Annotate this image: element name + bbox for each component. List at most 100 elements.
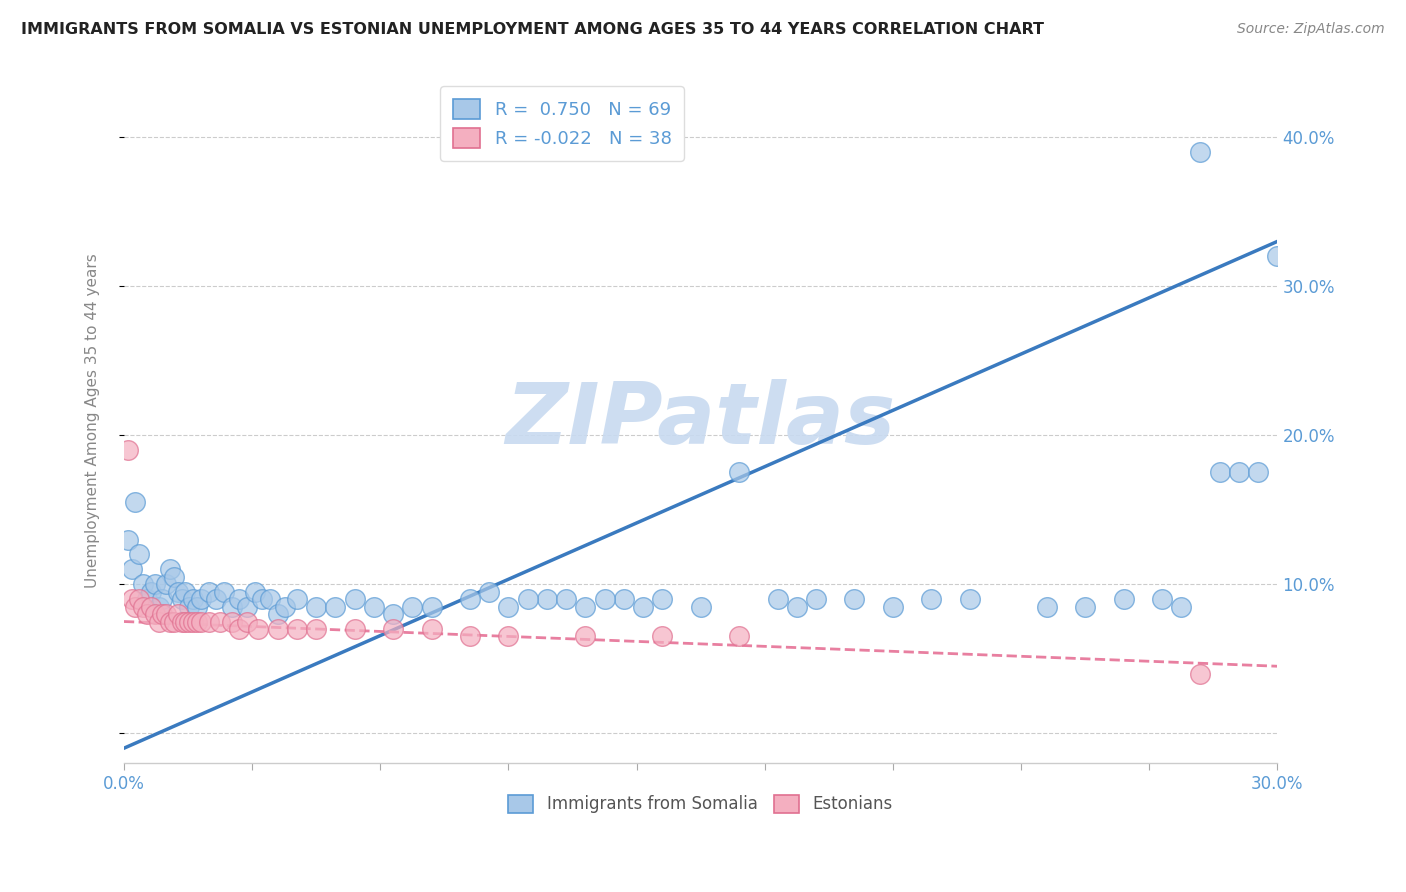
Point bbox=[593, 592, 616, 607]
Point bbox=[208, 615, 231, 629]
Y-axis label: Unemployment Among Ages 35 to 44 years: Unemployment Among Ages 35 to 44 years bbox=[86, 253, 100, 588]
Point bbox=[128, 548, 150, 562]
Point bbox=[574, 629, 596, 643]
Point bbox=[121, 592, 143, 607]
Point bbox=[150, 592, 173, 607]
Point bbox=[1247, 466, 1270, 480]
Point bbox=[382, 607, 405, 621]
Point bbox=[343, 592, 366, 607]
Point bbox=[117, 533, 139, 547]
Point bbox=[148, 615, 170, 629]
Point bbox=[728, 466, 751, 480]
Point bbox=[155, 607, 177, 621]
Point bbox=[197, 584, 219, 599]
Point bbox=[247, 622, 270, 636]
Point bbox=[159, 562, 181, 576]
Point bbox=[1267, 249, 1289, 263]
Point bbox=[285, 592, 308, 607]
Point bbox=[170, 592, 193, 607]
Point bbox=[121, 562, 143, 576]
Point bbox=[174, 615, 197, 629]
Point bbox=[1189, 666, 1212, 681]
Point bbox=[139, 584, 162, 599]
Point bbox=[236, 615, 259, 629]
Point bbox=[252, 592, 274, 607]
Point bbox=[498, 599, 520, 614]
Point bbox=[148, 599, 170, 614]
Point bbox=[267, 622, 290, 636]
Point bbox=[179, 615, 201, 629]
Point bbox=[259, 592, 281, 607]
Point bbox=[631, 599, 654, 614]
Point bbox=[420, 599, 443, 614]
Point bbox=[186, 615, 208, 629]
Point bbox=[228, 622, 250, 636]
Point bbox=[343, 622, 366, 636]
Point bbox=[124, 495, 146, 509]
Text: ZIPatlas: ZIPatlas bbox=[506, 379, 896, 462]
Point bbox=[786, 599, 808, 614]
Point bbox=[1035, 599, 1057, 614]
Point bbox=[363, 599, 385, 614]
Point bbox=[959, 592, 981, 607]
Point bbox=[920, 592, 942, 607]
Point bbox=[689, 599, 711, 614]
Point bbox=[305, 622, 328, 636]
Point bbox=[498, 629, 520, 643]
Point bbox=[128, 592, 150, 607]
Text: Source: ZipAtlas.com: Source: ZipAtlas.com bbox=[1237, 22, 1385, 37]
Point bbox=[516, 592, 538, 607]
Point bbox=[186, 599, 208, 614]
Point bbox=[166, 584, 188, 599]
Point bbox=[766, 592, 789, 607]
Point bbox=[1170, 599, 1192, 614]
Point bbox=[197, 615, 219, 629]
Point bbox=[243, 584, 266, 599]
Point bbox=[163, 615, 186, 629]
Point bbox=[163, 570, 186, 584]
Point bbox=[155, 577, 177, 591]
Point bbox=[1112, 592, 1135, 607]
Point bbox=[1074, 599, 1097, 614]
Point bbox=[1227, 466, 1250, 480]
Point bbox=[139, 599, 162, 614]
Point bbox=[267, 607, 290, 621]
Point bbox=[150, 607, 173, 621]
Point bbox=[205, 592, 228, 607]
Point bbox=[728, 629, 751, 643]
Point bbox=[212, 584, 235, 599]
Point bbox=[174, 584, 197, 599]
Point bbox=[478, 584, 501, 599]
Point bbox=[1150, 592, 1173, 607]
Point bbox=[458, 592, 481, 607]
Point bbox=[166, 607, 188, 621]
Point bbox=[458, 629, 481, 643]
Point bbox=[136, 592, 159, 607]
Point bbox=[221, 615, 243, 629]
Point bbox=[132, 577, 155, 591]
Point bbox=[382, 622, 405, 636]
Point bbox=[844, 592, 866, 607]
Point bbox=[325, 599, 347, 614]
Point bbox=[804, 592, 827, 607]
Point bbox=[401, 599, 423, 614]
Point bbox=[420, 622, 443, 636]
Point bbox=[651, 629, 673, 643]
Text: IMMIGRANTS FROM SOMALIA VS ESTONIAN UNEMPLOYMENT AMONG AGES 35 TO 44 YEARS CORRE: IMMIGRANTS FROM SOMALIA VS ESTONIAN UNEM… bbox=[21, 22, 1045, 37]
Point bbox=[124, 599, 146, 614]
Point bbox=[228, 592, 250, 607]
Point bbox=[555, 592, 578, 607]
Point bbox=[132, 599, 155, 614]
Point bbox=[117, 443, 139, 458]
Point bbox=[1209, 466, 1232, 480]
Point bbox=[159, 615, 181, 629]
Legend: Immigrants from Somalia, Estonians: Immigrants from Somalia, Estonians bbox=[498, 785, 903, 823]
Point bbox=[170, 615, 193, 629]
Point bbox=[221, 599, 243, 614]
Point bbox=[274, 599, 297, 614]
Point bbox=[181, 592, 204, 607]
Point bbox=[190, 592, 212, 607]
Point bbox=[613, 592, 636, 607]
Point bbox=[651, 592, 673, 607]
Point bbox=[536, 592, 558, 607]
